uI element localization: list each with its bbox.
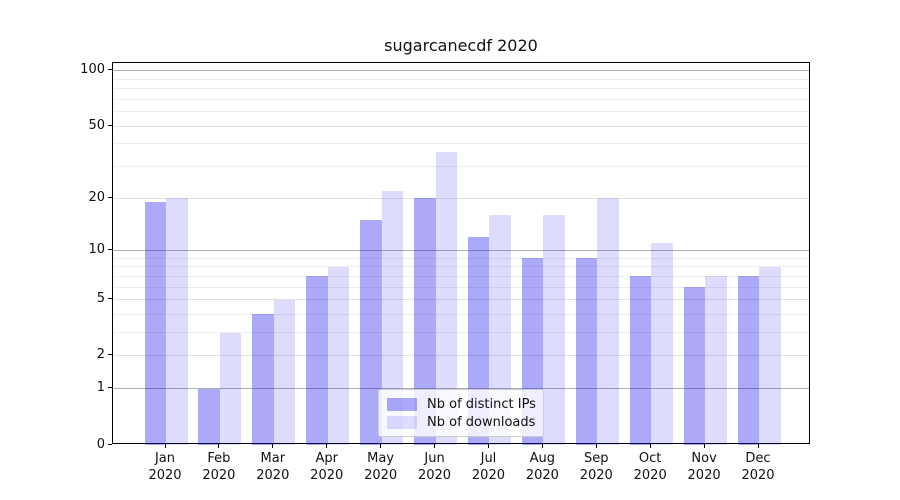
x-tick-label-mar: Mar 2020 <box>256 451 290 483</box>
y-tick-mark <box>108 298 112 300</box>
x-tick-mark <box>541 444 543 448</box>
legend-swatch-distinct-ips <box>387 397 417 411</box>
legend-swatch-downloads <box>387 415 417 429</box>
bar-downloads-feb <box>219 332 242 445</box>
gridline-minor <box>113 257 809 259</box>
legend: Nb of distinct IPs Nb of downloads <box>378 389 544 437</box>
bar-ips-oct <box>629 276 652 445</box>
bar-ips-jun <box>414 198 436 445</box>
y-tick-mark <box>108 249 112 250</box>
x-tick-label-apr: Apr 2020 <box>310 451 344 483</box>
x-tick-mark <box>272 444 274 448</box>
x-tick-label-jun: Jun 2020 <box>417 451 452 483</box>
gridline-minor <box>113 332 809 334</box>
y-tick-mark <box>108 354 112 356</box>
y-tick-mark <box>108 124 112 126</box>
x-tick-mark <box>434 444 436 448</box>
gridline-decade <box>113 388 809 390</box>
bar-downloads-dec <box>759 266 781 445</box>
y-tick-label: 100 <box>80 62 105 78</box>
x-tick-mark <box>649 444 651 448</box>
x-tick-label-oct: Oct 2020 <box>633 451 667 483</box>
gridline-labeled <box>113 355 809 357</box>
y-tick-label: 1 <box>96 380 105 396</box>
gridline-minor <box>113 143 809 145</box>
legend-label-distinct-ips: Nb of distinct IPs <box>427 396 536 412</box>
bar-ips-may <box>360 220 382 445</box>
x-tick-mark <box>218 444 220 448</box>
legend-row-distinct-ips: Nb of distinct IPs <box>387 396 536 412</box>
gridline-decade <box>113 250 809 251</box>
bar-ips-sep <box>575 258 598 445</box>
gridline-minor <box>113 111 809 113</box>
x-tick-mark <box>757 444 759 448</box>
gridline-minor <box>113 275 809 277</box>
y-tick-mark <box>108 69 112 71</box>
bar-downloads-may <box>381 190 404 445</box>
bar-downloads-apr <box>327 266 350 445</box>
bar-downloads-oct <box>651 243 673 445</box>
x-tick-label-sep: Sep 2020 <box>579 451 613 483</box>
gridline-minor <box>113 266 809 268</box>
x-tick-mark <box>703 444 705 448</box>
x-tick-mark <box>380 444 382 448</box>
bar-ips-jan <box>144 202 166 445</box>
y-tick-label: 0 <box>96 436 105 452</box>
x-tick-mark <box>487 444 489 448</box>
bar-ips-nov <box>683 287 706 445</box>
gridline-decade <box>113 70 809 72</box>
bar-downloads-sep <box>597 198 619 445</box>
y-tick-label: 2 <box>96 347 105 363</box>
y-tick-mark <box>108 443 112 445</box>
chart-title: sugarcanecdf 2020 <box>384 36 538 55</box>
bar-downloads-jun <box>435 152 458 445</box>
bar-downloads-mar <box>273 299 296 445</box>
x-tick-label-dec: Dec 2020 <box>741 451 775 483</box>
x-tick-mark <box>595 444 597 448</box>
gridline-minor <box>113 165 809 167</box>
y-tick-label: 50 <box>88 117 105 133</box>
x-tick-mark <box>164 444 166 448</box>
x-tick-label-nov: Nov 2020 <box>687 451 721 483</box>
bar-downloads-jul <box>489 215 511 445</box>
legend-label-downloads: Nb of downloads <box>427 414 536 430</box>
legend-row-downloads: Nb of downloads <box>387 414 535 430</box>
x-tick-label-jan: Jan 2020 <box>148 451 182 483</box>
x-tick-label-aug: Aug 2020 <box>525 451 559 483</box>
y-tick-mark <box>108 387 112 389</box>
bar-ips-apr <box>306 276 328 445</box>
y-tick-mark <box>108 196 112 198</box>
gridline-minor <box>113 286 809 288</box>
gridline-labeled <box>113 299 809 301</box>
bar-downloads-nov <box>705 276 727 445</box>
x-tick-label-jul: Jul 2020 <box>471 451 505 483</box>
gridline-minor <box>113 313 809 315</box>
x-tick-label-may: May 2020 <box>364 451 398 483</box>
y-tick-label: 10 <box>88 242 105 257</box>
x-tick-mark <box>326 444 328 448</box>
gridline-minor <box>113 88 809 90</box>
gridline-minor <box>113 78 809 80</box>
bar-ips-feb <box>198 388 220 445</box>
y-tick-label: 20 <box>88 189 105 205</box>
bar-downloads-aug <box>543 215 565 445</box>
gridline-minor <box>113 98 809 100</box>
bar-downloads-jan <box>166 198 188 445</box>
bar-ips-dec <box>737 276 759 445</box>
x-tick-label-feb: Feb 2020 <box>202 451 236 483</box>
plot-area <box>112 62 810 445</box>
gridline-labeled <box>113 197 809 199</box>
bar-ips-mar <box>252 314 274 445</box>
y-tick-label: 5 <box>96 291 105 307</box>
gridline-labeled <box>113 125 809 127</box>
